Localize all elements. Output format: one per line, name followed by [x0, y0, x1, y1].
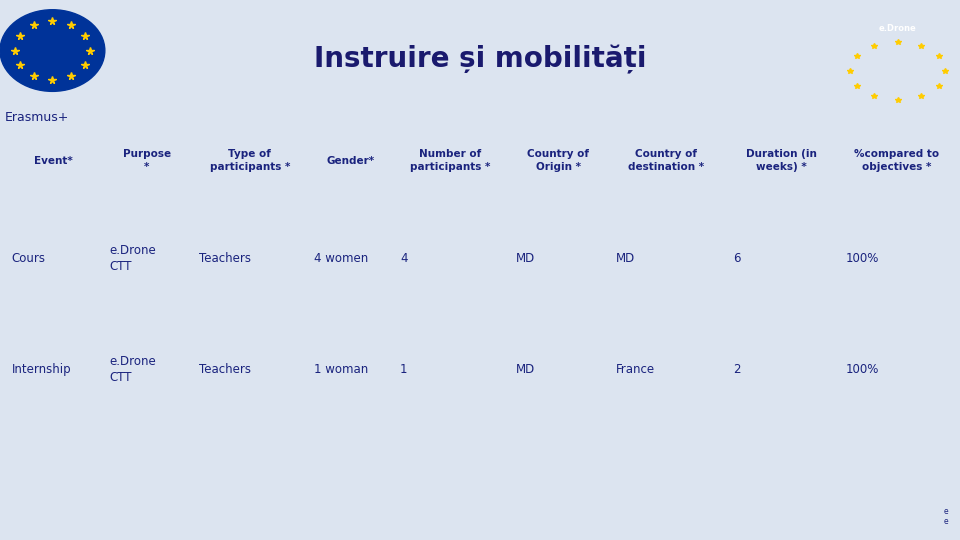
Text: e.Drone
CTT: e.Drone CTT: [108, 244, 156, 273]
Text: Purpose
*: Purpose *: [123, 150, 171, 172]
Text: %compared to
objectives *: %compared to objectives *: [853, 150, 939, 172]
Text: Erasmus+: Erasmus+: [5, 111, 69, 124]
Text: Cours: Cours: [12, 252, 46, 265]
Text: 100%: 100%: [846, 363, 879, 376]
Text: MD: MD: [516, 252, 536, 265]
Text: 1 woman: 1 woman: [314, 363, 369, 376]
Text: France: France: [615, 363, 655, 376]
Text: 2: 2: [732, 363, 740, 376]
Text: Country of
destination *: Country of destination *: [628, 150, 705, 172]
Text: Type of
participants *: Type of participants *: [209, 150, 290, 172]
Text: Teachers: Teachers: [199, 252, 252, 265]
Text: Gender*: Gender*: [326, 156, 374, 166]
Text: Teachers: Teachers: [199, 363, 252, 376]
Text: Duration (in
weeks) *: Duration (in weeks) *: [746, 150, 817, 172]
Text: Instruire și mobilități: Instruire și mobilități: [314, 45, 646, 74]
Text: 1: 1: [400, 363, 408, 376]
Text: Country of
Origin *: Country of Origin *: [527, 150, 589, 172]
Text: 100%: 100%: [846, 252, 879, 265]
Text: MD: MD: [516, 363, 536, 376]
Text: Number of
participants *: Number of participants *: [411, 150, 491, 172]
Circle shape: [0, 10, 105, 91]
Text: e
e: e e: [944, 507, 948, 526]
Text: e.Drone: e.Drone: [878, 24, 917, 33]
Text: 6: 6: [732, 252, 740, 265]
Text: 4 women: 4 women: [314, 252, 369, 265]
Text: 4: 4: [400, 252, 408, 265]
Text: e.Drone
CTT: e.Drone CTT: [108, 355, 156, 384]
Text: Event*: Event*: [35, 156, 73, 166]
Text: MD: MD: [615, 252, 635, 265]
Text: Internship: Internship: [12, 363, 71, 376]
